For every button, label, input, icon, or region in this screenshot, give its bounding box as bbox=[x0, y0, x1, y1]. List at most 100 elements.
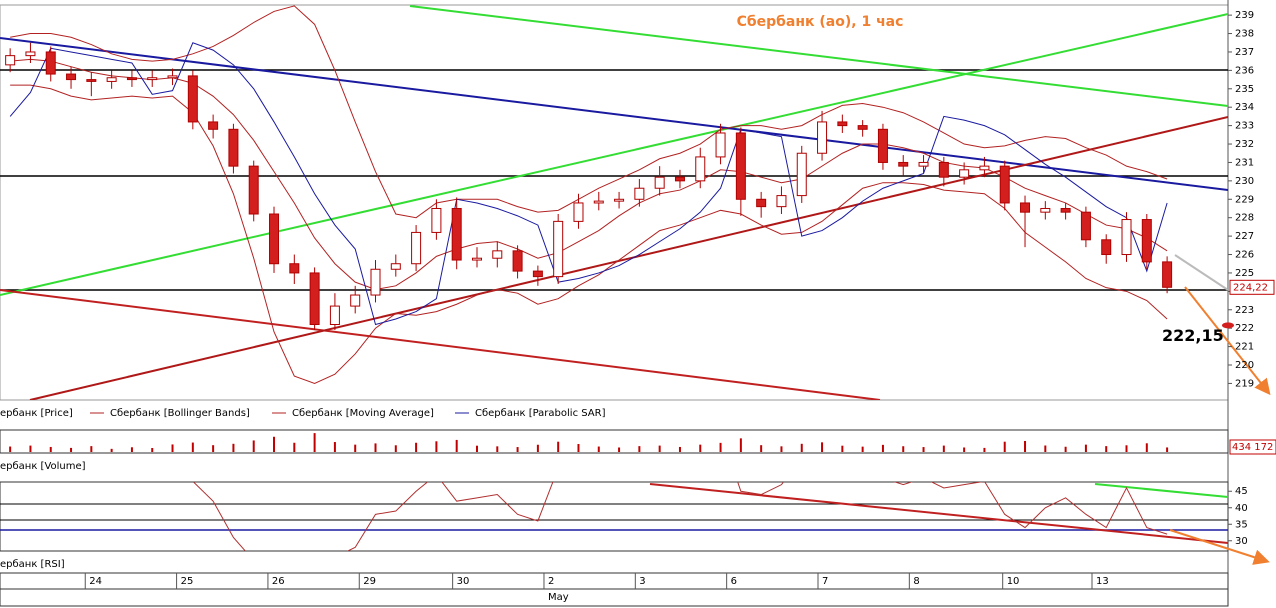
candle-body bbox=[553, 220, 564, 278]
volume-bar bbox=[70, 447, 73, 452]
y-tick-label: 219 bbox=[1235, 378, 1254, 389]
y-tick-label: 35 bbox=[1235, 519, 1248, 530]
volume-bar bbox=[1166, 447, 1169, 452]
candle-body bbox=[66, 73, 77, 81]
last-price-box bbox=[1229, 279, 1275, 295]
y-tick-label: 230 bbox=[1235, 176, 1254, 187]
candle-body bbox=[25, 51, 36, 57]
rsi-clip bbox=[192, 482, 1168, 551]
volume-bar bbox=[496, 446, 499, 452]
volume-bar bbox=[557, 441, 560, 452]
chart-title: Сбербанк (ао), 1 час bbox=[737, 14, 904, 30]
x-tick-label: 26 bbox=[272, 576, 285, 587]
volume-bar bbox=[881, 444, 884, 452]
x-tick-label: 6 bbox=[731, 576, 737, 587]
volume-bar bbox=[232, 443, 235, 452]
parabolic-sar bbox=[9, 42, 1168, 326]
month-label: May bbox=[548, 592, 569, 603]
volume-bar bbox=[110, 448, 113, 452]
legend-label: Сбербанк [Moving Average] bbox=[292, 408, 434, 419]
y-tick-label: 227 bbox=[1235, 231, 1254, 242]
trend-line bbox=[0, 13, 1228, 296]
volume-bar bbox=[313, 433, 316, 452]
x-tick-label: 13 bbox=[1096, 576, 1109, 587]
trend-line bbox=[0, 289, 881, 400]
volume-bar bbox=[942, 445, 945, 452]
x-tick-label: 8 bbox=[913, 576, 919, 587]
volume-bar bbox=[678, 446, 681, 452]
candle-body bbox=[674, 176, 685, 182]
volume-bar bbox=[983, 447, 986, 452]
candle-body bbox=[269, 213, 280, 265]
y-tick-label: 236 bbox=[1235, 65, 1254, 76]
volume-bar bbox=[618, 447, 621, 452]
volume-bar bbox=[354, 444, 357, 452]
volume-bar bbox=[151, 448, 154, 452]
volume-bar bbox=[1105, 446, 1108, 452]
volume-bar bbox=[191, 442, 194, 452]
x-tick-label: 29 bbox=[363, 576, 376, 587]
volume-bar bbox=[130, 447, 133, 452]
y-tick-label: 225 bbox=[1235, 268, 1254, 279]
candle-body bbox=[411, 231, 422, 265]
x-tick-label: 7 bbox=[822, 576, 828, 587]
volume-bar bbox=[212, 445, 215, 452]
volume-bar bbox=[902, 446, 905, 452]
candle-body bbox=[1101, 239, 1112, 256]
candle-body bbox=[1162, 261, 1173, 288]
last-price-label: 224,22 bbox=[1233, 282, 1268, 293]
candle-body bbox=[1080, 211, 1091, 241]
y-tick-label: 223 bbox=[1235, 305, 1254, 316]
volume-bar bbox=[1064, 446, 1067, 452]
candle-body bbox=[167, 75, 178, 79]
volume-bar bbox=[658, 445, 661, 452]
bollinger-lower bbox=[10, 84, 1168, 384]
volume-bar bbox=[435, 441, 438, 452]
volume-bar bbox=[475, 445, 478, 452]
candle-body bbox=[329, 305, 340, 325]
y-tick-label: 220 bbox=[1235, 360, 1254, 371]
candle-body bbox=[796, 152, 807, 197]
candle-body bbox=[187, 75, 198, 123]
moving-average bbox=[10, 58, 1168, 291]
legend-label: ербанк [RSI] bbox=[0, 559, 65, 570]
candle-body bbox=[959, 169, 970, 178]
candle-body bbox=[979, 165, 990, 171]
volume-panel bbox=[0, 429, 1229, 454]
candle-body bbox=[5, 55, 16, 66]
candle-body bbox=[390, 263, 401, 270]
y-tick-label: 238 bbox=[1235, 29, 1254, 40]
legend-label: Сбербанк [Bollinger Bands] bbox=[110, 408, 250, 419]
volume-bar bbox=[638, 446, 641, 452]
y-tick-label: 232 bbox=[1235, 139, 1254, 150]
volume-bar bbox=[1044, 445, 1047, 452]
candle-body bbox=[776, 195, 787, 208]
candle-body bbox=[593, 200, 604, 204]
y-tick-label: 239 bbox=[1235, 10, 1254, 21]
y-tick-label: 45 bbox=[1235, 486, 1248, 497]
volume-box bbox=[1229, 439, 1276, 455]
candle-body bbox=[695, 156, 706, 182]
volume-bar bbox=[963, 447, 966, 452]
y-tick-label: 40 bbox=[1235, 503, 1248, 514]
legend-label: ербанк [Volume] bbox=[0, 461, 86, 472]
x-tick-label: 24 bbox=[89, 576, 102, 587]
volume-bar bbox=[29, 445, 32, 452]
target-marker bbox=[1222, 322, 1234, 329]
volume-bar bbox=[333, 442, 336, 452]
candle-body bbox=[654, 176, 665, 189]
candle-body bbox=[431, 207, 442, 233]
volume-bar bbox=[841, 445, 844, 452]
candle-body bbox=[817, 121, 828, 154]
volume-bar bbox=[800, 443, 803, 452]
candle-body bbox=[614, 198, 625, 202]
rsi-panel bbox=[0, 481, 1229, 552]
x-tick-label: 25 bbox=[181, 576, 194, 587]
candle-body bbox=[573, 202, 584, 222]
candle-body bbox=[350, 294, 361, 307]
candle-body bbox=[898, 161, 909, 167]
candle-body bbox=[309, 272, 320, 325]
candle-body bbox=[634, 187, 645, 200]
y-tick-label: 233 bbox=[1235, 121, 1254, 132]
